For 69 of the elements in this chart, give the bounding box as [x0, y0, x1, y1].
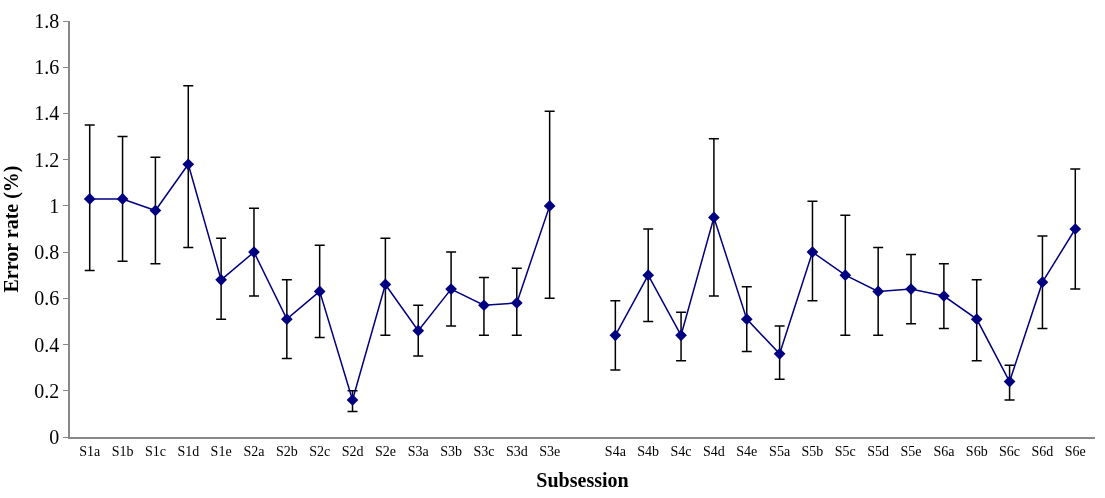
- point: [675, 329, 687, 342]
- x-tick-label: S1d: [177, 443, 200, 459]
- point: [642, 269, 655, 282]
- point: [609, 329, 622, 342]
- x-tick-label: S4e: [736, 443, 758, 459]
- x-tick-label: S1c: [144, 443, 166, 459]
- x-tick-label: S5a: [769, 443, 791, 459]
- x-tick-label: S5c: [834, 443, 856, 459]
- point: [116, 193, 129, 205]
- point: [149, 204, 162, 217]
- point: [379, 278, 392, 291]
- y-tick-label: 0.2: [34, 379, 60, 402]
- x-tick-label: S1b: [111, 443, 134, 459]
- x-tick-label: S5b: [801, 443, 824, 459]
- point: [215, 273, 227, 286]
- x-axis-title: Subsession: [536, 468, 629, 491]
- point: [1069, 223, 1082, 235]
- y-tick-label: 1.4: [34, 102, 60, 125]
- x-tick-label: S2e: [374, 443, 396, 459]
- y-tick-label: 1: [49, 194, 60, 217]
- x-tick-label: S4d: [703, 443, 725, 459]
- x-tick-label: S3e: [539, 443, 561, 459]
- point: [1036, 276, 1049, 289]
- y-tick-label: 0.4: [34, 333, 60, 356]
- x-tick-label: S6a: [933, 443, 956, 459]
- x-tick-label: S3c: [473, 443, 495, 459]
- point: [708, 211, 720, 224]
- point: [806, 246, 819, 258]
- y-axis-title: Error rate (%): [0, 165, 24, 293]
- point: [412, 324, 425, 337]
- x-tick-label: S4a: [604, 443, 627, 459]
- point: [346, 394, 359, 406]
- x-tick-label: S5d: [867, 443, 890, 459]
- x-tick-label: S6c: [999, 443, 1021, 459]
- x-tick-label: S4c: [670, 443, 692, 459]
- x-tick-label: S5e: [900, 443, 922, 459]
- x-tick-label: S2a: [243, 443, 266, 459]
- y-tick-label: 0.6: [34, 287, 60, 310]
- point: [478, 299, 490, 312]
- x-tick-label: S2d: [341, 443, 364, 459]
- x-tick-label: S2c: [309, 443, 331, 459]
- x-tick-label: S3d: [505, 443, 528, 459]
- point: [839, 269, 852, 282]
- point: [280, 313, 293, 325]
- point: [970, 313, 983, 325]
- x-tick-label: S1e: [210, 443, 232, 459]
- point: [872, 285, 885, 298]
- y-tick-label: 0: [49, 426, 60, 448]
- x-tick-label: S3b: [440, 443, 462, 459]
- point: [313, 285, 326, 298]
- x-tick-label: S1a: [79, 443, 101, 459]
- x-tick-label: S2b: [275, 443, 298, 459]
- y-tick-label: 1.2: [34, 148, 60, 171]
- y-tick-label: 1.6: [34, 56, 60, 79]
- point: [445, 283, 457, 295]
- point: [773, 347, 786, 360]
- x-tick-label: S6b: [965, 443, 988, 459]
- y-tick-label: 1.8: [34, 10, 60, 32]
- x-tick-label: S3a: [407, 443, 430, 459]
- point: [83, 193, 96, 205]
- x-tick-label: S4b: [637, 443, 660, 459]
- y-tick-label: 0.8: [34, 241, 60, 264]
- point: [510, 297, 523, 309]
- x-tick-label: S6d: [1031, 443, 1054, 459]
- point: [1003, 375, 1016, 388]
- point: [543, 200, 556, 212]
- point: [740, 313, 753, 325]
- x-tick-label: S6e: [1064, 443, 1086, 459]
- point: [182, 158, 195, 171]
